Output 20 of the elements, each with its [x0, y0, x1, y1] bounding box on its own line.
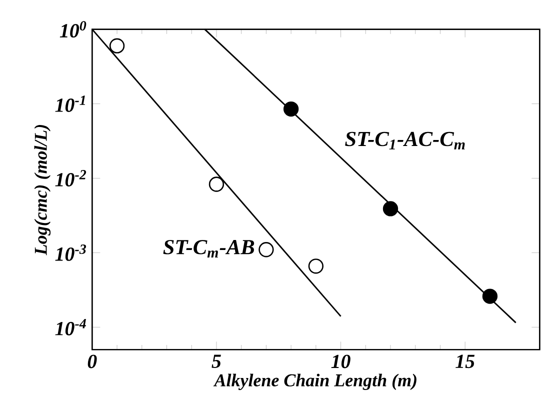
- point: [482, 288, 498, 304]
- y-tick-label: 10$^{-3}$: [55, 244, 86, 261]
- series-label: ST-C$_{m}$-AB: [163, 240, 254, 258]
- y-tick-label: 10$^{-4}$: [55, 318, 86, 336]
- point: [382, 200, 398, 216]
- x-tick-label: 15: [456, 354, 475, 368]
- text: ST-C$_{1}$-AC-C$_{m}$: [345, 132, 465, 150]
- point: [208, 176, 224, 192]
- point: [283, 101, 299, 116]
- x-tick-label: 10: [331, 354, 350, 368]
- x-axis-title: Alkylene Chain Length (m): [213, 374, 416, 390]
- y-axis-title: Log(cmc) (mol/L): [34, 124, 51, 255]
- point: [258, 242, 274, 257]
- y-tick-label: 10$^{-2}$: [55, 170, 86, 186]
- y-tick-label: 10$^{0}$: [60, 20, 86, 38]
- point: [308, 258, 324, 274]
- point: [109, 38, 125, 54]
- x-tick-label: 5: [212, 354, 221, 368]
- y-tick-label: 10$^{-1}$: [55, 95, 85, 112]
- x-tick-label: 0: [88, 354, 97, 368]
